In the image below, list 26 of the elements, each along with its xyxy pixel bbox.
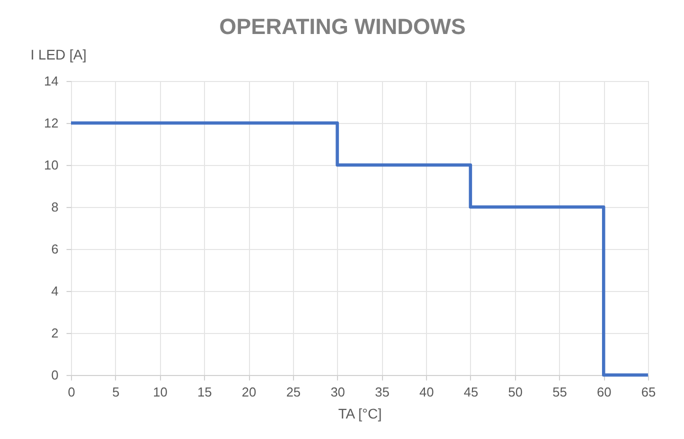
x-tick-label: 20: [242, 384, 256, 400]
x-tick-label: 40: [419, 384, 434, 400]
x-tick-label: 15: [197, 384, 212, 400]
y-tick-label: 10: [44, 158, 58, 172]
y-tick-label: 12: [44, 116, 58, 130]
y-tick-label: 2: [51, 326, 58, 340]
x-tick-label: 5: [112, 384, 120, 400]
y-tick-label: 4: [51, 284, 58, 298]
y-tick-label: 0: [51, 368, 58, 382]
x-tick-label: 55: [552, 384, 567, 400]
y-tick-label: 6: [51, 242, 58, 256]
x-tick-label: 60: [596, 384, 612, 400]
x-tick-label: 10: [153, 384, 168, 400]
y-tick-label: 14: [44, 74, 58, 88]
x-tick-label: 0: [68, 384, 76, 400]
line-series: [69, 121, 650, 377]
x-tick-label: 50: [508, 384, 523, 400]
x-tick-label: 25: [286, 384, 301, 400]
y-axis-title: I LED [A]: [30, 46, 87, 62]
chart-title: OPERATING WINDOWS: [219, 14, 466, 39]
x-tick-label: 35: [374, 384, 390, 400]
x-tick-label: 30: [330, 384, 346, 400]
y-tick-label: 8: [51, 200, 58, 214]
x-tick-label: 45: [464, 384, 478, 400]
x-axis-title: TA [°C]: [338, 406, 382, 422]
x-tick-label: 65: [641, 384, 656, 400]
